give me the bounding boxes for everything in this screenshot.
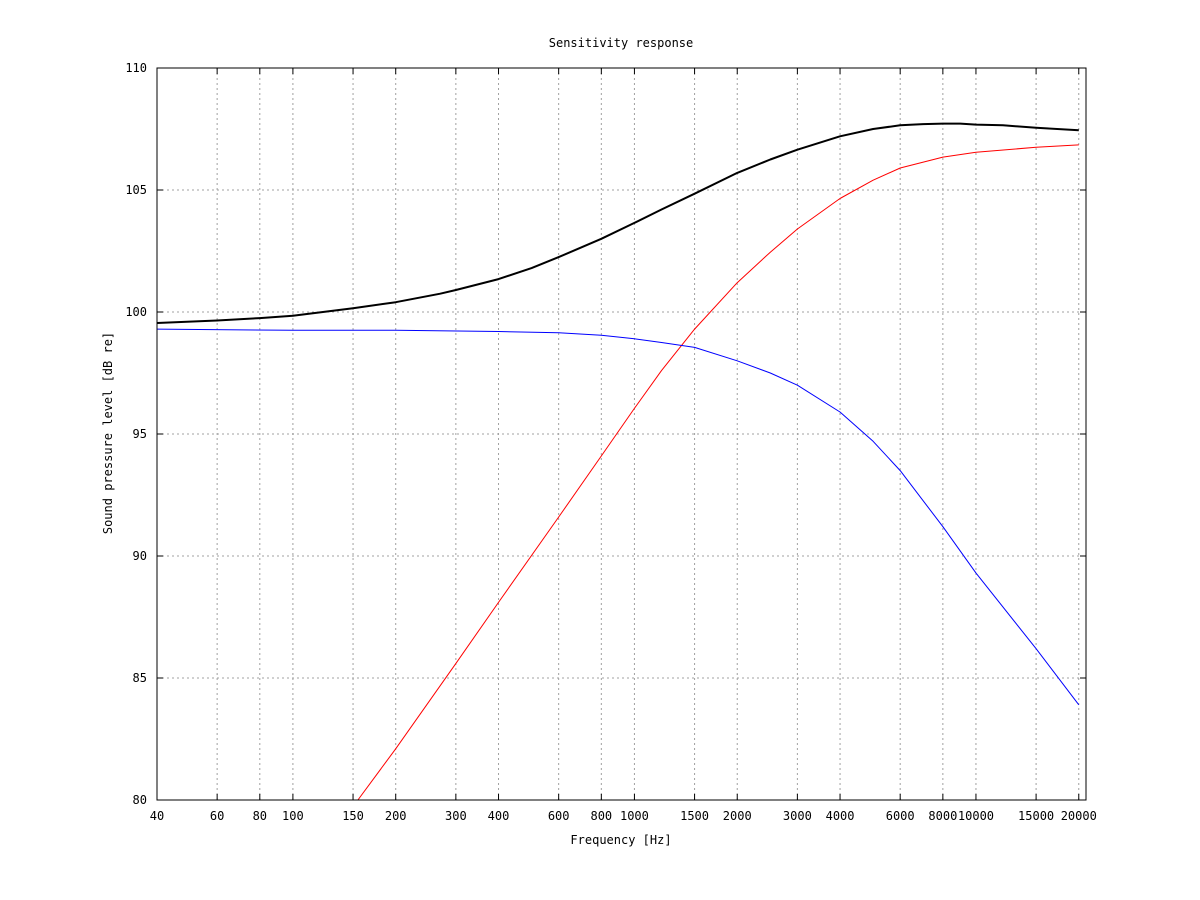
x-tick-label: 6000 bbox=[886, 809, 915, 823]
x-tick-label: 300 bbox=[445, 809, 467, 823]
series-lines bbox=[156, 122, 1080, 801]
x-tick-label: 200 bbox=[385, 809, 407, 823]
x-tick-label: 2000 bbox=[723, 809, 752, 823]
x-tick-label: 800 bbox=[590, 809, 612, 823]
y-tick-label: 80 bbox=[133, 793, 147, 807]
y-tick-label: 95 bbox=[133, 427, 147, 441]
x-tick-label: 15000 bbox=[1018, 809, 1054, 823]
x-tick-label: 60 bbox=[210, 809, 224, 823]
x-tick-label: 600 bbox=[548, 809, 570, 823]
x-tick-label: 10000 bbox=[958, 809, 994, 823]
x-tick-label: 40 bbox=[150, 809, 164, 823]
grid-lines bbox=[157, 68, 1086, 800]
y-tick-label: 90 bbox=[133, 549, 147, 563]
x-tick-label: 100 bbox=[282, 809, 304, 823]
y-tick-label: 100 bbox=[125, 305, 147, 319]
series-line-red bbox=[357, 144, 1079, 801]
x-tick-label: 1000 bbox=[620, 809, 649, 823]
x-tick-label: 20000 bbox=[1061, 809, 1097, 823]
x-axis-label: Frequency [Hz] bbox=[570, 833, 671, 847]
series-line-blue bbox=[156, 328, 1080, 706]
x-tick-label: 80 bbox=[253, 809, 267, 823]
y-tick-label: 85 bbox=[133, 671, 147, 685]
y-tick-label: 110 bbox=[125, 61, 147, 75]
chart-title: Sensitivity response bbox=[549, 36, 694, 50]
x-tick-label: 4000 bbox=[826, 809, 855, 823]
x-tick-label: 150 bbox=[342, 809, 364, 823]
x-tick-label: 400 bbox=[488, 809, 510, 823]
y-tick-label: 105 bbox=[125, 183, 147, 197]
y-axis-label: Sound pressure level [dB re] bbox=[101, 332, 115, 534]
x-tick-label: 8000 bbox=[928, 809, 957, 823]
x-tick-label: 1500 bbox=[680, 809, 709, 823]
x-tick-label: 3000 bbox=[783, 809, 812, 823]
axis-ticks: 40 60 80 100 150 200 300 400 600 800 1000 1500 2000 3… bbox=[125, 61, 1097, 823]
series-line-total bbox=[156, 122, 1079, 324]
